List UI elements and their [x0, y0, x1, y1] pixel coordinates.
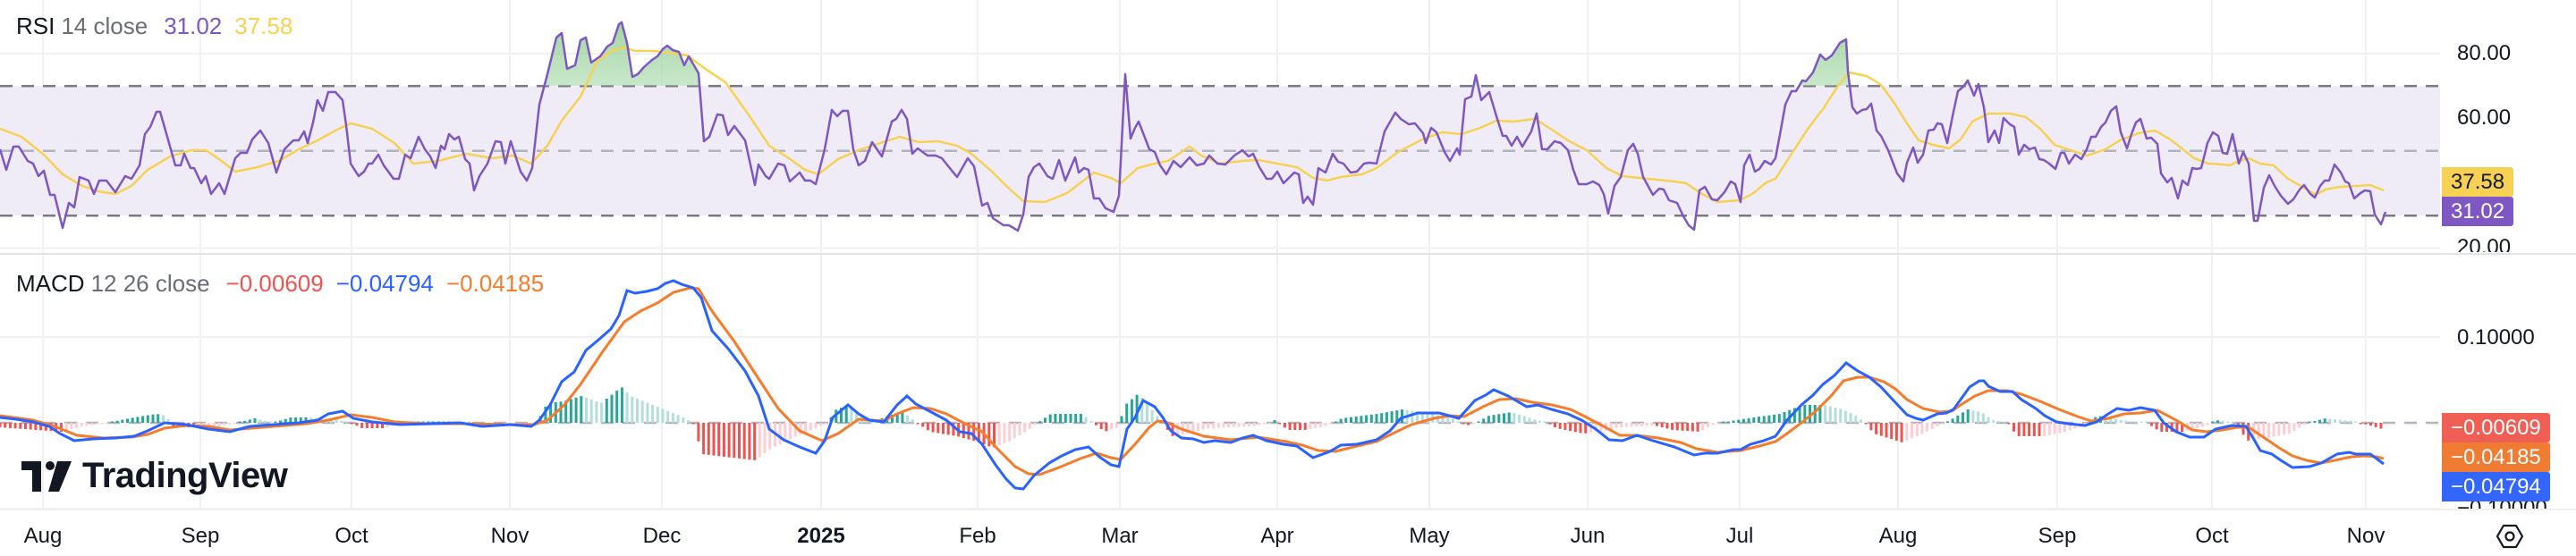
macd-line-value: −0.04794: [335, 270, 434, 297]
time-axis-label-may: May: [1409, 524, 1450, 548]
time-axis-label-nov: Nov: [490, 524, 530, 548]
macd-legend[interactable]: MACD 12 26 close −0.00609 −0.04794 −0.04…: [16, 270, 544, 298]
rsi-price-tag: 31.02: [2442, 197, 2514, 226]
time-axis-label-oct: Oct: [2195, 524, 2229, 548]
time-axis-label-aug: Aug: [1878, 524, 1918, 548]
rsi-axis-label-20: 20.00: [2457, 235, 2512, 252]
rsi-ma-price-tag: 37.58: [2442, 167, 2514, 197]
time-axis-label-mar: Mar: [1101, 524, 1139, 548]
rsi-band-background: [0, 86, 2440, 216]
tradingview-logo[interactable]: TradingView: [21, 456, 288, 496]
rsi-legend-value: 31.02: [164, 13, 223, 39]
time-axis-label-aug: Aug: [23, 524, 63, 548]
time-axis-label-sep: Sep: [2038, 524, 2077, 548]
tradingview-logo-icon: [21, 460, 72, 492]
time-axis-label-dec: Dec: [642, 524, 682, 548]
time-axis-label-2025: 2025: [797, 524, 845, 548]
time-axis-label-apr: Apr: [1260, 524, 1294, 548]
rsi-line: [0, 21, 2387, 232]
macd-line: [0, 279, 2385, 491]
macd-histogram-price-tag: −0.00609: [2442, 413, 2550, 442]
chart-settings-button[interactable]: [2496, 522, 2524, 551]
rsi-ma-line: [0, 46, 2385, 204]
macd-legend-title: MACD: [16, 270, 85, 297]
time-axis-label-jul: Jul: [1725, 524, 1754, 548]
macd-signal-value: −0.04185: [445, 270, 545, 297]
macd-signal-line: [0, 286, 2385, 476]
settings-hexagon-icon: [2496, 524, 2524, 549]
rsi-legend-params: 14 close: [61, 13, 148, 39]
time-axis-label-jun: Jun: [1570, 524, 1606, 548]
macd-histogram-value: −0.00609: [225, 270, 324, 297]
rsi-overbought-fill: [544, 22, 1979, 86]
rsi-legend-title: RSI: [16, 13, 55, 39]
time-axis-label-oct: Oct: [335, 524, 369, 548]
macd-signal-price-tag: −0.04185: [2442, 442, 2550, 472]
time-axis-label-sep: Sep: [181, 524, 220, 548]
macd-legend-params: 12 26 close: [90, 270, 210, 297]
rsi-legend[interactable]: RSI 14 close 31.02 37.58: [16, 13, 292, 40]
time-axis-label-nov: Nov: [2346, 524, 2385, 548]
macd-histogram: [0, 387, 2383, 460]
rsi-axis-label-80: 80.00: [2457, 41, 2512, 65]
macd-line-price-tag: −0.04794: [2442, 472, 2550, 501]
tradingview-logo-text: TradingView: [82, 456, 288, 495]
macd-axis-label-pos: 0.10000: [2457, 325, 2535, 350]
time-axis-label-feb: Feb: [959, 524, 996, 548]
rsi-axis-label-60: 60.00: [2457, 105, 2512, 130]
rsi-ma-legend-value: 37.58: [234, 13, 293, 39]
